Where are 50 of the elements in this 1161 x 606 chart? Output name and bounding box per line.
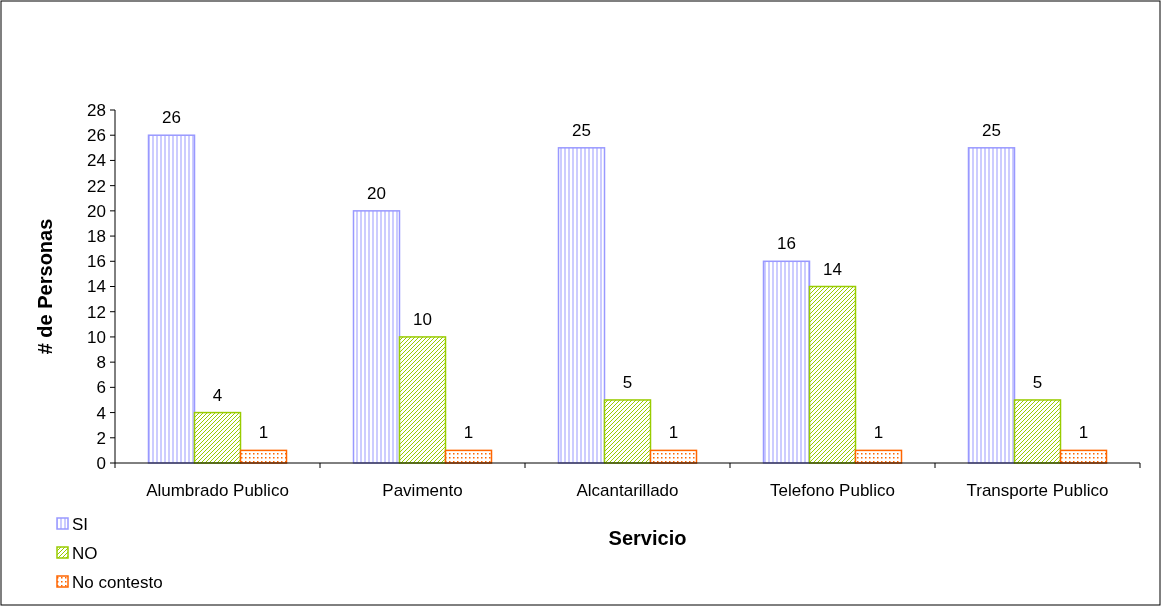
legend-label: SI: [72, 514, 89, 534]
bar: [147, 134, 196, 464]
y-tick-label: 22: [87, 176, 106, 196]
y-tick-label: 16: [87, 252, 106, 272]
y-axis-title: # de Personas: [34, 218, 56, 355]
y-tick-label: 14: [87, 277, 106, 297]
data-label: 1: [1078, 423, 1089, 443]
x-tick-label: Transporte Publico: [966, 481, 1109, 500]
bar: [352, 210, 401, 464]
legend-label: NO: [72, 543, 98, 563]
data-label: 20: [367, 183, 386, 203]
y-tick-label: 2: [96, 428, 106, 448]
data-label: 1: [463, 423, 474, 443]
data-label: 1: [258, 423, 269, 443]
bar: [557, 147, 606, 464]
data-label: 25: [982, 120, 1001, 140]
bar: [603, 399, 652, 464]
data-label: 1: [873, 423, 884, 443]
y-tick-label: 26: [87, 126, 106, 146]
y-tick-label: 18: [87, 227, 106, 247]
data-label: 4: [212, 385, 223, 405]
x-tick-label: Telefono Publico: [770, 481, 895, 500]
legend-label: No contesto: [72, 572, 163, 592]
y-tick-label: 12: [87, 302, 106, 322]
data-label: 1: [668, 423, 679, 443]
y-tick-label: 8: [96, 353, 106, 373]
data-label: 5: [622, 372, 633, 392]
data-label: 16: [777, 234, 796, 254]
y-tick-label: 4: [96, 403, 106, 423]
x-tick-label: Alcantarillado: [576, 481, 679, 500]
x-axis-title: Servicio: [608, 527, 687, 549]
bar: [808, 285, 857, 464]
data-label: 26: [162, 108, 181, 128]
bar: [967, 147, 1016, 464]
data-label: 25: [572, 120, 591, 140]
y-tick-label: 10: [87, 327, 106, 347]
bar: [398, 336, 447, 464]
bar: [762, 260, 811, 464]
bar: [193, 411, 242, 464]
y-tick-label: 24: [87, 151, 106, 171]
y-tick-label: 0: [96, 453, 106, 473]
x-tick-label: Pavimento: [382, 481, 463, 500]
y-tick-label: 20: [87, 201, 106, 221]
data-label: 14: [823, 259, 842, 279]
y-tick-label: 28: [87, 100, 106, 120]
data-label: 5: [1032, 372, 1043, 392]
data-label: 10: [413, 309, 432, 329]
y-tick-label: 6: [96, 378, 106, 398]
bar: [1013, 399, 1062, 464]
x-tick-label: Alumbrado Publico: [146, 481, 289, 500]
